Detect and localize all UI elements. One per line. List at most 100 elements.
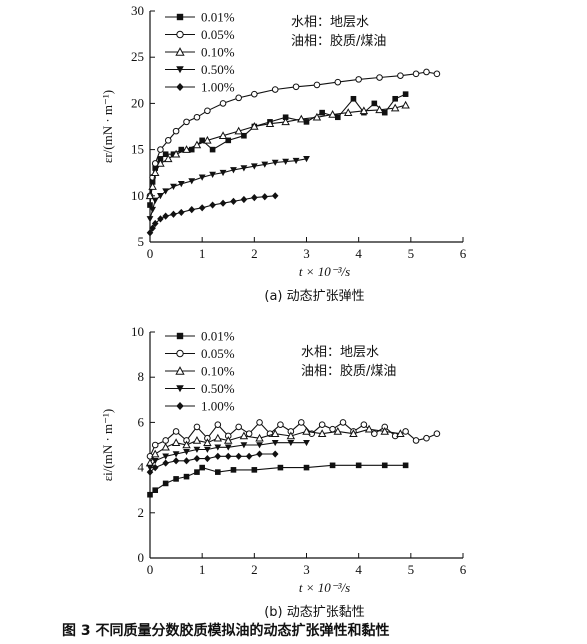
panel-a-y-axis-label: εr/(mN · m⁻¹) [100, 90, 115, 163]
panel-a-data-point [156, 159, 165, 167]
panel-b-data-point [214, 444, 222, 451]
panel-b-data-point [224, 436, 233, 444]
panel-a-data-point [271, 159, 279, 166]
panel-b-data-point [433, 430, 441, 438]
panel-a-data-point [225, 137, 232, 144]
panel-b-data-point [172, 457, 180, 465]
panel-b-legend-marker [176, 349, 184, 358]
panel-b-data-point [317, 429, 327, 437]
panel-b-data-point [333, 427, 343, 435]
panel-a-data-point [177, 180, 185, 188]
panel-b-data-point [329, 462, 336, 469]
panel-b-legend-entry: 0.10% [165, 364, 235, 379]
panel-a-annotation: 水相：地层水 [291, 15, 369, 30]
panel-a-annotation: 油相：胶质/煤油 [291, 33, 386, 49]
panel-b-chart: 0 1 2 3 4 5 6 0 2 4 6 8 10 t × 10⁻³/s εi/(mN · m⁻¹) (b)… [100, 324, 467, 620]
panel-a-data-point [151, 197, 159, 204]
panel-b-data-point [193, 454, 201, 463]
panel-a-data-point [350, 95, 357, 102]
panel-b-series-0-05pct [146, 419, 441, 460]
panel-b-y-tick-label: 10 [131, 324, 144, 339]
panel-a-legend-label: 0.05% [201, 27, 235, 42]
panel-a-data-point [162, 151, 169, 158]
panel-a-data-point [157, 146, 164, 153]
panel-b-x-tick-label: 4 [355, 562, 362, 577]
panel-b-data-point [355, 462, 362, 469]
panel-b-x-tick-label: 5 [408, 562, 415, 577]
panel-b-data-point [277, 421, 284, 428]
panel-a-series-0-50pct [146, 156, 310, 223]
panel-b-data-point [423, 434, 430, 442]
panel-a-x-tick-label: 2 [251, 246, 258, 261]
panel-b-data-point [224, 452, 232, 460]
panel-b-y-tick-label: 4 [138, 460, 145, 475]
panel-b-legend-marker [175, 366, 185, 375]
panel-b-x-tick-label: 3 [303, 562, 310, 577]
panel-b-data-point [402, 462, 409, 469]
panel-b-legend-entry: 0.50% [165, 381, 235, 396]
panel-a-data-point [402, 91, 409, 97]
panel-a-data-point [170, 210, 177, 218]
panel-b-data-point [213, 433, 223, 442]
panel-a-data-point [412, 70, 420, 78]
panel-a-legend-marker [175, 47, 185, 56]
panel-a-data-point [178, 146, 185, 153]
panel-b-data-point [412, 437, 420, 444]
panel-b-data-point [192, 436, 202, 444]
panel-a-x-tick-label: 3 [303, 246, 310, 261]
panel-b-data-point [239, 431, 249, 440]
panel-a-data-point [193, 113, 201, 121]
panel-a-data-point [149, 206, 157, 214]
panel-a-legend-entry: 0.50% [165, 62, 235, 77]
panel-b-data-point [251, 467, 258, 473]
panel-b-x-axis-label: t × 10⁻³/s [299, 580, 350, 595]
panel-a-data-point [261, 161, 269, 168]
panel-a-y-tick-label: 15 [131, 142, 144, 157]
panel-a-data-point [170, 151, 177, 158]
panel-b-y-tick-label: 6 [138, 414, 145, 429]
panel-a-data-point [204, 107, 211, 115]
panel-b-data-point [235, 452, 242, 460]
panel-b-data-point [286, 431, 296, 440]
panel-a-series-0-10pct [145, 100, 410, 200]
panel-b-data-point [151, 464, 159, 472]
panel-b-x-tick-label: 6 [460, 562, 467, 577]
panel-b-data-point [204, 454, 211, 463]
panel-b-data-point [203, 438, 212, 447]
panel-a-data-point [433, 70, 441, 78]
panel-b-data-point [380, 427, 389, 435]
panel-a-data-point [162, 212, 169, 220]
panel-a-x-tick-label: 1 [199, 246, 206, 261]
panel-b-data-point [172, 428, 180, 435]
panel-a-data-point [303, 119, 310, 125]
panel-b-data-point [161, 442, 170, 451]
panel-a-y-tick-label: 25 [131, 49, 144, 64]
panel-b-annotation: 水相：地层水 [301, 345, 379, 360]
panel-a-data-point [343, 108, 353, 116]
panel-b-data-point [255, 433, 264, 442]
panel-a-data-point [157, 156, 164, 162]
panel-a-data-point [152, 165, 159, 171]
panel-b-data-point [193, 446, 201, 453]
panel-b-data-point [271, 450, 279, 458]
panel-a-series-line [149, 71, 437, 196]
panel-b-legend-label: 0.50% [201, 381, 235, 396]
panel-b-y-tick-label: 0 [138, 550, 145, 565]
panel-a-data-point [150, 168, 160, 176]
panel-a-data-point [170, 183, 177, 190]
panel-a-data-point [251, 194, 258, 202]
panel-a-series-line [149, 195, 276, 234]
panel-a-data-point [209, 201, 216, 209]
panel-b-data-point [245, 430, 253, 438]
panel-a-data-point [192, 140, 202, 149]
panel-b-data-point [214, 452, 222, 460]
panel-b-y-tick-label: 8 [138, 369, 145, 384]
panel-a-data-point [271, 192, 279, 200]
panel-b-data-point [146, 464, 154, 471]
panel-b-data-point [224, 444, 232, 451]
panel-a-data-point [235, 94, 242, 102]
panel-a-data-point [198, 204, 206, 212]
panel-b-legend-label: 0.10% [201, 364, 235, 379]
panel-b-data-point [171, 438, 181, 447]
panel-a-data-point [145, 191, 155, 200]
